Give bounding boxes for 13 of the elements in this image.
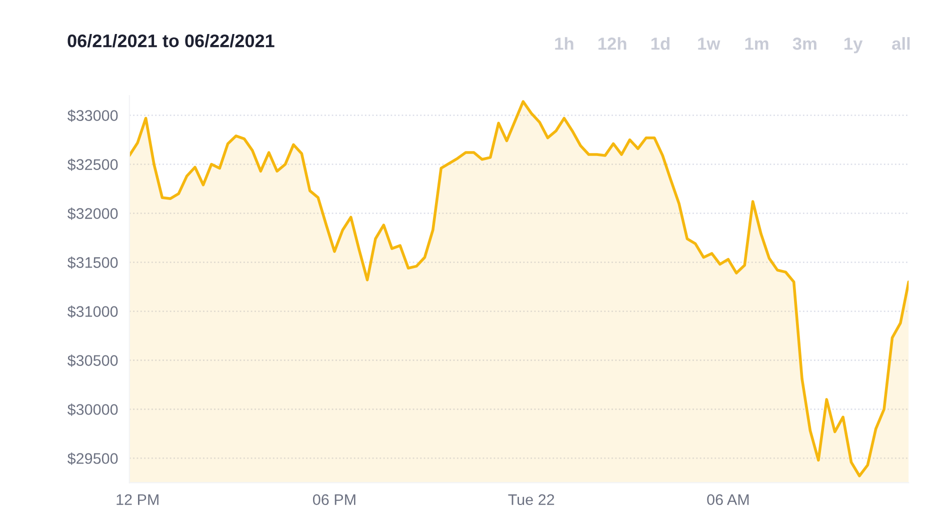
x-tick-label: 12 PM xyxy=(116,494,158,505)
y-tick-label: $33000 xyxy=(67,110,118,122)
y-tick-label: $32500 xyxy=(67,158,118,171)
y-tick-label: $29500 xyxy=(67,452,118,465)
y-tick-label: $31000 xyxy=(67,305,118,318)
y-tick-label: $31500 xyxy=(67,256,118,269)
x-tick-label: 06 AM xyxy=(707,494,749,506)
x-tick-label: Tue 22 xyxy=(508,494,554,506)
y-tick-label: $32000 xyxy=(67,208,118,220)
chart-title: 06/21/2021 to 06/22/2021 xyxy=(68,34,274,48)
y-tick-label: $30000 xyxy=(67,403,118,416)
y-tick-label: $30500 xyxy=(67,354,118,367)
x-tick-label: 06 PM xyxy=(312,494,356,506)
